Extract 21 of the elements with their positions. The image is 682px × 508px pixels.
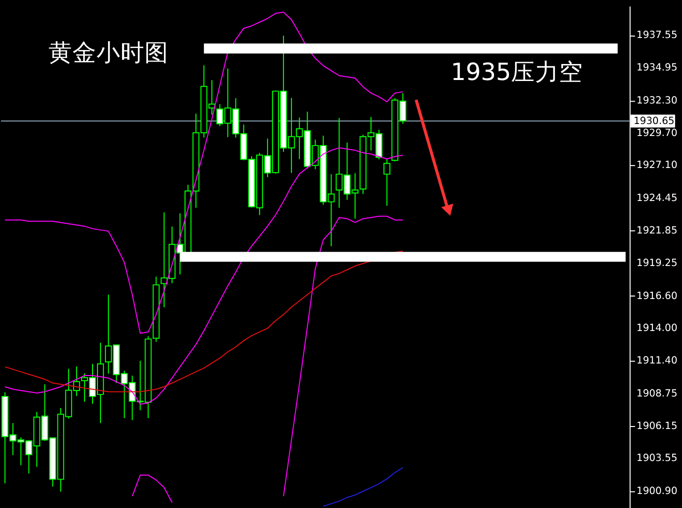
y-tick-label: 1916.60 [636,290,678,302]
candlestick [383,158,390,206]
y-tick-label: 1900.90 [636,486,678,498]
line-series [322,467,404,507]
y-tick-label: 1903.55 [636,453,678,464]
y-tick-label: 1921.85 [636,226,678,237]
ref-line-label: 1930.65 [634,116,674,128]
y-tick-label: 1932.30 [636,95,678,106]
y-tick-label: 1934.95 [636,62,678,74]
y-tick-label: 1919.25 [636,258,678,269]
y-tick-label: 1914.00 [636,323,678,334]
line-series [4,12,404,334]
y-tick-label: 1908.75 [636,388,678,400]
y-tick-label: 1927.10 [636,160,678,172]
y-tick-label: 1937.55 [636,30,678,42]
y-tick-label: 1911.40 [636,356,678,367]
text: 黄金小时图 [48,38,168,66]
y-tick-label: 1929.70 [636,128,678,139]
y-tick-label: 1924.45 [636,193,678,204]
annotation: 1935压力空 [450,58,584,86]
y-tick-label: 1906.15 [636,420,678,432]
